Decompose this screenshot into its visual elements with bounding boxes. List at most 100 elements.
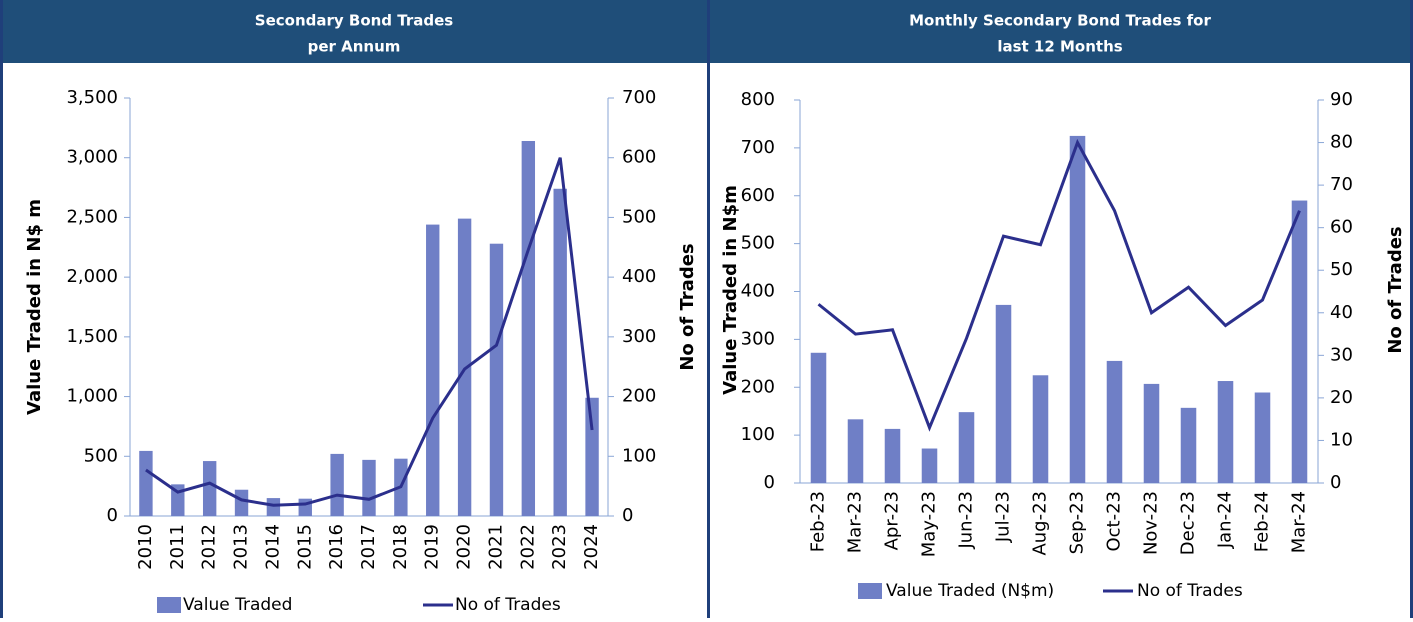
y2-tick-label: 90	[1330, 89, 1353, 110]
header-band	[0, 0, 707, 63]
y2-tick-label: 40	[1330, 302, 1353, 323]
x-tick-label: Dec-23	[1178, 491, 1199, 555]
x-tick-label: Jul-23	[993, 491, 1014, 543]
y2-tick-label: 100	[622, 445, 656, 466]
x-tick-label: Apr-23	[882, 491, 903, 550]
y-tick-label: 700	[741, 137, 775, 158]
y2-tick-label: 20	[1330, 387, 1353, 408]
bar	[995, 304, 1012, 483]
y-tick-label: 200	[741, 376, 775, 397]
x-tick-label: 2016	[326, 524, 347, 570]
chart-title: Secondary Bond Trades	[255, 12, 453, 30]
legend-swatch	[157, 597, 181, 613]
bar	[847, 419, 864, 483]
bar	[1217, 381, 1234, 483]
y2-tick-label: 10	[1330, 429, 1353, 450]
y-tick-label: 100	[741, 424, 775, 445]
x-tick-label: Feb-24	[1252, 491, 1273, 552]
x-tick-label: Feb-23	[808, 491, 829, 552]
legend-label: Value Traded (N$m)	[886, 581, 1054, 601]
bar	[521, 140, 536, 516]
bar	[266, 498, 281, 516]
x-tick-label: 2024	[581, 524, 602, 570]
x-tick-label: Jun-23	[956, 491, 977, 550]
x-tick-label: Jan-24	[1215, 491, 1236, 549]
bar	[884, 428, 901, 483]
x-tick-label: 2017	[358, 524, 379, 570]
y-tick-label: 2,000	[66, 266, 118, 287]
x-tick-label: 2018	[390, 524, 411, 570]
bar	[958, 412, 975, 483]
y-tick-label: 500	[84, 445, 118, 466]
y-tick-label: 500	[741, 233, 775, 254]
x-tick-label: 2011	[167, 524, 188, 570]
x-tick-label: 2019	[422, 524, 443, 570]
bar	[1143, 383, 1160, 483]
y-tick-label: 3,500	[66, 87, 118, 108]
y-tick-label: 300	[741, 328, 775, 349]
y2-tick-label: 300	[622, 326, 656, 347]
x-tick-label: Sep-23	[1067, 491, 1088, 554]
bar	[921, 448, 938, 483]
x-tick-label: May-23	[919, 491, 940, 557]
y2-tick-label: 400	[622, 266, 656, 287]
bar	[553, 188, 567, 516]
bar	[362, 459, 376, 516]
chart-title: last 12 Months	[997, 38, 1122, 56]
x-tick-label: 2012	[199, 524, 220, 570]
bar	[139, 450, 153, 516]
bar	[1180, 407, 1197, 483]
bar	[1291, 200, 1308, 483]
y2-tick-label: 80	[1330, 132, 1353, 153]
x-tick-label: Mar-23	[845, 491, 866, 553]
y-tick-label: 0	[107, 505, 118, 526]
x-tick-label: Aug-23	[1030, 491, 1051, 556]
bar	[1032, 375, 1049, 483]
y-tick-label: 600	[741, 185, 775, 206]
bar	[234, 489, 249, 516]
y2-axis-title: No of Trades	[1385, 226, 1406, 353]
bar	[202, 461, 217, 516]
header-band	[710, 0, 1413, 63]
x-tick-label: 2013	[231, 524, 252, 570]
legend-label: Value Traded	[183, 595, 292, 615]
y2-tick-label: 0	[1330, 472, 1341, 493]
x-tick-label: 2021	[485, 524, 506, 570]
x-tick-label: Oct-23	[1104, 491, 1125, 552]
legend-label: No of Trades	[455, 595, 561, 615]
y-tick-label: 3,000	[66, 147, 118, 168]
y-tick-label: 1,000	[66, 386, 118, 407]
legend-swatch	[858, 583, 882, 599]
bar	[1106, 360, 1123, 483]
x-tick-label: 2015	[294, 524, 315, 570]
bar	[1254, 392, 1271, 483]
bar	[426, 224, 440, 516]
y2-tick-label: 30	[1330, 344, 1353, 365]
trades-line	[817, 138, 1301, 432]
x-tick-label: 2023	[549, 524, 570, 570]
y-axis-title: Value Traded in N$ m	[24, 199, 45, 415]
y2-tick-label: 60	[1330, 217, 1353, 238]
trades-line	[145, 157, 594, 507]
y2-axis-title: No of Trades	[677, 243, 698, 370]
y2-tick-label: 700	[622, 87, 656, 108]
y2-tick-label: 50	[1330, 259, 1353, 280]
chart-title: per Annum	[308, 38, 401, 56]
bar	[585, 397, 599, 516]
y-tick-label: 2,500	[66, 206, 118, 227]
legend-label: No of Trades	[1137, 581, 1243, 601]
y2-tick-label: 200	[622, 386, 656, 407]
x-tick-label: 2020	[454, 524, 475, 570]
y-tick-label: 0	[764, 472, 775, 493]
chart-title: Monthly Secondary Bond Trades for	[909, 12, 1211, 30]
y-tick-label: 1,500	[66, 326, 118, 347]
x-tick-label: Nov-23	[1141, 491, 1162, 555]
y2-tick-label: 500	[622, 206, 656, 227]
y-axis-title: Value Traded in N$m	[720, 185, 741, 395]
x-tick-label: 2014	[262, 524, 283, 570]
bar	[330, 453, 344, 516]
x-tick-label: 2022	[517, 524, 538, 570]
x-tick-label: Mar-24	[1289, 491, 1310, 553]
bar	[1069, 135, 1086, 483]
